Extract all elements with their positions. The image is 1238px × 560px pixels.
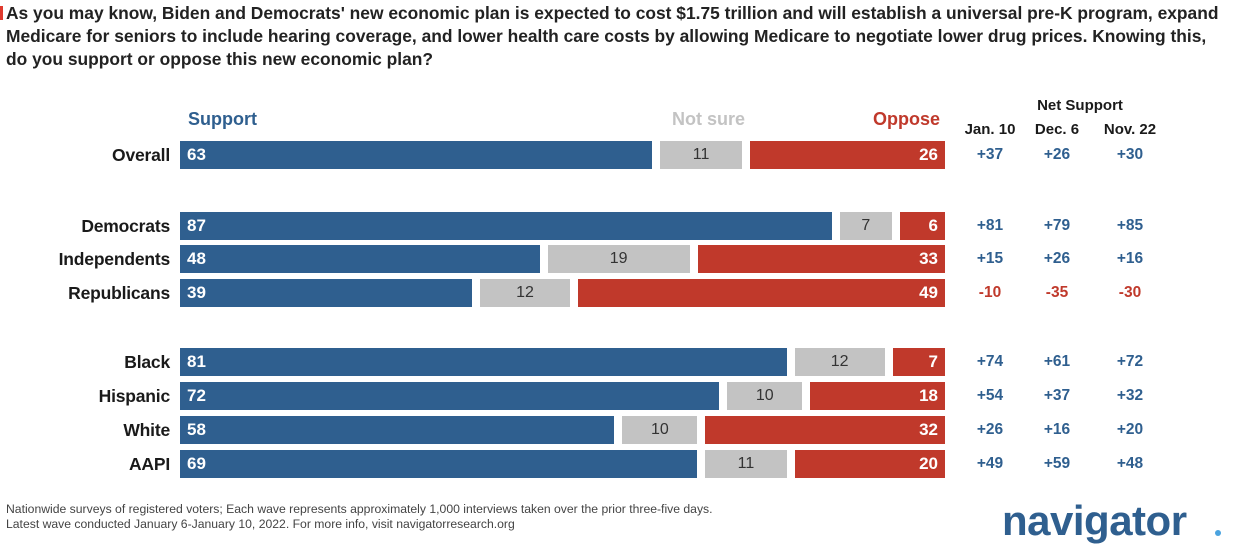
bar-oppose-democrats: 6 (900, 212, 945, 240)
net-support-white-1: +16 (1043, 421, 1071, 438)
question-title: As you may know, Biden and Democrats' ne… (6, 3, 1219, 69)
net-support-republicans-0: -10 (978, 284, 1002, 301)
row-label-republicans: Republicans (68, 283, 170, 303)
net-support-republicans-2: -30 (1118, 284, 1142, 301)
accent-bar (0, 6, 3, 20)
net-support-black-2: +72 (1116, 353, 1144, 370)
net-support-hispanic-0: +54 (976, 387, 1004, 404)
legend-support: Support (188, 109, 257, 129)
bar-support-independents: 48 (180, 245, 540, 273)
bar-support-democrats: 87 (180, 212, 832, 240)
row-label-aapi: AAPI (128, 454, 170, 474)
row-label-independents: Independents (58, 249, 171, 269)
row-label-white: White (123, 420, 170, 440)
bar-oppose-republicans: 49 (577, 279, 945, 307)
net-support-democrats-0: +81 (976, 217, 1004, 234)
legend-not-sure: Not sure (672, 109, 746, 129)
net-support-independents-0: +15 (976, 250, 1004, 267)
net-support-hispanic-2: +32 (1116, 387, 1144, 404)
bar-not-sure-republicans: 12 (480, 279, 570, 307)
net-support-democrats-2: +85 (1116, 217, 1144, 234)
net-col-header-dec6: Dec. 6 (1034, 121, 1080, 138)
bar-support-hispanic: 72 (180, 382, 720, 410)
net-support-overall-1: +26 (1043, 146, 1071, 163)
bar-support-republicans: 39 (180, 279, 473, 307)
logo-dot-icon (1215, 530, 1221, 536)
net-support-aapi-1: +59 (1043, 455, 1071, 472)
row-label-democrats: Democrats (81, 216, 170, 236)
net-support-title: Net Support (1037, 97, 1123, 114)
bar-oppose-independents: 33 (697, 245, 945, 273)
bar-oppose-black: 7 (892, 348, 945, 376)
bar-not-sure-aapi: 11 (704, 450, 788, 478)
net-support-white-0: +26 (976, 421, 1004, 438)
legend-oppose: Oppose (873, 109, 941, 129)
net-support-republicans-1: -35 (1045, 284, 1069, 301)
bar-oppose-overall: 26 (750, 141, 945, 169)
bar-not-sure-democrats: 7 (839, 212, 893, 240)
net-support-black-1: +61 (1043, 353, 1071, 370)
net-col-header-jan10: Jan. 10 (964, 121, 1016, 138)
bar-oppose-white: 32 (705, 416, 945, 444)
row-label-hispanic: Hispanic (98, 386, 171, 406)
bar-not-sure-white: 10 (622, 416, 698, 444)
net-support-independents-1: +26 (1043, 250, 1071, 267)
net-col-header-nov22: Nov. 22 (1103, 121, 1157, 138)
bar-not-sure-black: 12 (794, 348, 885, 376)
net-support-overall-0: +37 (976, 146, 1004, 163)
net-support-hispanic-1: +37 (1043, 387, 1071, 404)
bar-not-sure-independents: 19 (547, 245, 690, 273)
net-support-independents-2: +16 (1116, 250, 1144, 267)
bar-support-overall: 63 (180, 141, 652, 169)
navigator-logo: navigator (1002, 497, 1187, 544)
bar-support-aapi: 69 (180, 450, 697, 478)
net-support-overall-2: +30 (1116, 146, 1144, 163)
net-support-white-2: +20 (1116, 421, 1144, 438)
footnote: Nationwide surveys of registered voters;… (6, 502, 713, 532)
footnote-line-2: Latest wave conducted January 6-January … (6, 517, 515, 531)
bar-not-sure-hispanic: 10 (727, 382, 803, 410)
bar-not-sure-overall: 11 (659, 141, 743, 169)
net-support-democrats-1: +79 (1043, 217, 1071, 234)
bar-oppose-aapi: 20 (795, 450, 945, 478)
row-label-overall: Overall (112, 145, 170, 165)
bar-oppose-hispanic: 18 (810, 382, 945, 410)
row-label-black: Black (124, 352, 170, 372)
net-support-aapi-0: +49 (976, 455, 1004, 472)
footnote-line-1: Nationwide surveys of registered voters;… (6, 502, 713, 516)
bar-support-black: 81 (180, 348, 787, 376)
bar-support-white: 58 (180, 416, 615, 444)
net-support-black-0: +74 (976, 353, 1004, 370)
net-support-aapi-2: +48 (1116, 455, 1144, 472)
